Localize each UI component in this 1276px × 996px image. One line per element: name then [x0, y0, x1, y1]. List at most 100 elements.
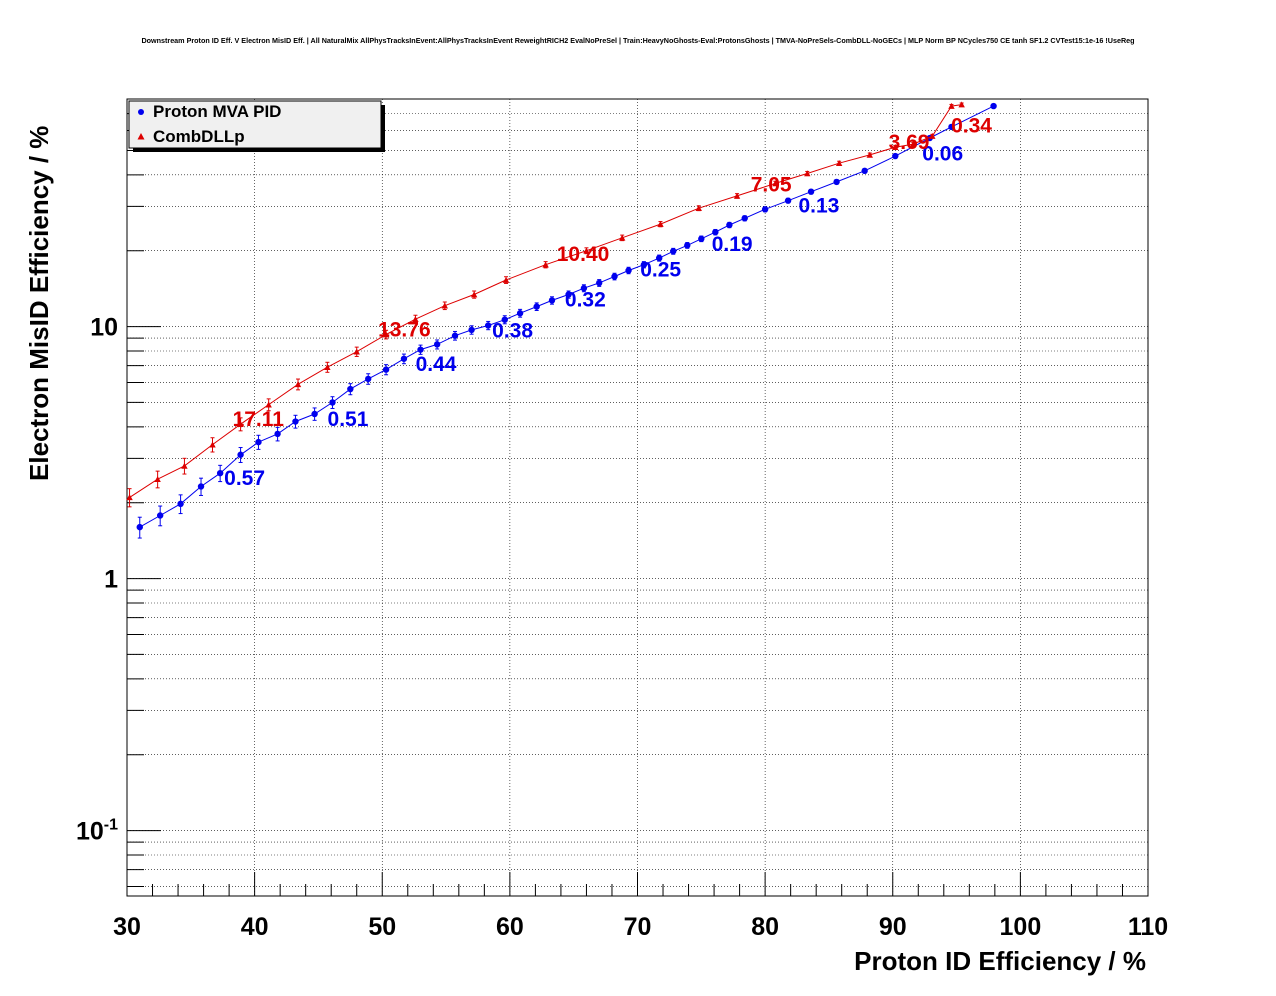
x-tick-label: 40 — [241, 913, 269, 941]
series-combdllp — [126, 101, 965, 508]
data-point — [382, 331, 390, 338]
data-label: 7.05 — [751, 173, 792, 196]
x-tick-label: 60 — [496, 913, 524, 941]
data-point — [516, 310, 524, 317]
data-point — [733, 192, 741, 199]
y-tick-label: 1 — [104, 566, 118, 594]
legend: Proton MVA PID CombDLLp — [128, 100, 385, 152]
data-point — [533, 303, 540, 310]
data-point — [181, 462, 188, 469]
y-tick-labels: 10-1 1 10 — [76, 314, 118, 846]
data-point — [892, 152, 899, 160]
data-point — [451, 332, 459, 339]
data-point — [353, 348, 360, 355]
data-point — [441, 302, 448, 309]
data-point — [804, 170, 811, 177]
data-point — [772, 180, 779, 187]
data-point — [909, 140, 917, 147]
data-point — [958, 101, 965, 108]
legend-entry-proton-mva-pid: Proton MVA PID — [153, 102, 281, 121]
data-point — [501, 316, 508, 323]
data-label: 0.51 — [328, 408, 369, 431]
chart-title: Downstream Proton ID Eff. V Electron Mis… — [141, 36, 1134, 45]
data-label: 0.32 — [565, 289, 606, 312]
data-point — [433, 341, 441, 348]
data-point — [548, 297, 556, 304]
data-point — [948, 102, 955, 109]
data-point — [835, 159, 843, 166]
x-tick-label: 100 — [1000, 913, 1042, 941]
data-label: 0.13 — [798, 195, 839, 218]
data-point — [347, 385, 354, 393]
data-point — [292, 418, 299, 425]
y-axis-label: Electron MisID Efficiency / % — [24, 126, 54, 481]
legend-marker-circle-icon — [138, 109, 144, 115]
y-tick-label: 10-1 — [76, 817, 118, 846]
data-point — [502, 276, 510, 283]
data-point — [542, 261, 549, 268]
data-point — [670, 248, 677, 255]
data-point — [698, 235, 705, 243]
data-point — [892, 144, 899, 151]
data-point — [126, 494, 133, 501]
data-point — [197, 483, 205, 490]
data-point — [726, 221, 733, 229]
data-point — [484, 322, 492, 329]
data-point — [611, 273, 618, 280]
data-point — [154, 475, 161, 482]
data-point — [216, 469, 224, 477]
data-label: 0.44 — [416, 353, 457, 376]
x-tick-label: 110 — [1128, 913, 1168, 941]
data-point — [583, 247, 590, 254]
data-point — [866, 151, 873, 158]
data-label: 17.11 — [233, 408, 285, 431]
data-label: 0.06 — [922, 142, 963, 165]
data-label: 0.25 — [640, 259, 681, 282]
data-point — [237, 420, 244, 427]
series — [126, 101, 997, 539]
x-tick-labels: 30 40 50 60 70 80 90 100 110 — [113, 913, 1168, 941]
data-label: 0.19 — [712, 233, 753, 256]
series-line — [139, 105, 994, 528]
data-point — [761, 206, 769, 213]
data-point — [470, 291, 478, 298]
data-point — [807, 188, 815, 195]
data-point — [833, 178, 840, 186]
data-point — [948, 123, 955, 131]
data-point — [712, 228, 719, 236]
data-label: 0.57 — [224, 467, 265, 490]
data-point — [274, 430, 281, 438]
data-point — [177, 500, 184, 508]
data-point — [625, 267, 632, 274]
data-point — [468, 326, 475, 334]
data-point — [784, 197, 792, 204]
data-point — [741, 215, 748, 222]
data-label: 0.34 — [951, 114, 992, 137]
data-label: 13.76 — [378, 319, 431, 342]
data-point — [580, 285, 588, 292]
data-point — [365, 375, 372, 383]
x-tick-label: 80 — [751, 913, 779, 941]
data-point — [255, 438, 262, 446]
data-point — [417, 346, 424, 353]
y-tick-label: 10 — [90, 314, 118, 342]
data-label: 3.69 — [889, 131, 930, 154]
plot-frame — [126, 98, 1149, 897]
legend-entry-combdllp: CombDLLp — [153, 127, 245, 146]
data-point — [861, 167, 868, 175]
data-point — [655, 254, 663, 262]
axis-ticks — [126, 98, 1149, 896]
data-label: 0.38 — [492, 319, 533, 342]
data-point — [400, 355, 408, 362]
data-point — [311, 410, 318, 418]
data-point — [294, 381, 302, 388]
data-point — [156, 512, 164, 519]
x-tick-label: 90 — [879, 913, 907, 941]
data-point — [684, 242, 691, 249]
data-point — [990, 102, 997, 110]
legend-marker-triangle-icon — [137, 133, 145, 140]
data-point — [640, 261, 648, 268]
grid — [127, 98, 1148, 896]
x-tick-label: 70 — [624, 913, 652, 941]
